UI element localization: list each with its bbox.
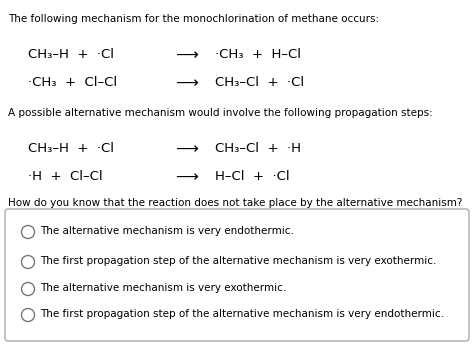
Text: ·CH₃  +  H–Cl: ·CH₃ + H–Cl (215, 48, 301, 61)
Text: The first propagation step of the alternative mechanism is very exothermic.: The first propagation step of the altern… (40, 256, 437, 266)
Text: ·H  +  Cl–Cl: ·H + Cl–Cl (28, 170, 103, 183)
Text: ·CH₃  +  Cl–Cl: ·CH₃ + Cl–Cl (28, 76, 117, 89)
Text: The first propagation step of the alternative mechanism is very endothermic.: The first propagation step of the altern… (40, 309, 445, 319)
Text: H–Cl  +  ·Cl: H–Cl + ·Cl (215, 170, 290, 183)
Text: CH₃–H  +  ·Cl: CH₃–H + ·Cl (28, 48, 114, 61)
Text: CH₃–Cl  +  ·Cl: CH₃–Cl + ·Cl (215, 76, 304, 89)
Text: ⟶: ⟶ (175, 76, 198, 91)
FancyBboxPatch shape (5, 209, 469, 341)
Text: The following mechanism for the monochlorination of methane occurs:: The following mechanism for the monochlo… (8, 14, 379, 24)
Text: A possible alternative mechanism would involve the following propagation steps:: A possible alternative mechanism would i… (8, 108, 433, 118)
Text: CH₃–Cl  +  ·H: CH₃–Cl + ·H (215, 142, 301, 155)
Text: How do you know that the reaction does not take place by the alternative mechani: How do you know that the reaction does n… (8, 198, 462, 208)
Text: The alternative mechanism is very exothermic.: The alternative mechanism is very exothe… (40, 283, 287, 293)
Text: CH₃–H  +  ·Cl: CH₃–H + ·Cl (28, 142, 114, 155)
Text: ⟶: ⟶ (175, 48, 198, 63)
Text: The alternative mechanism is very endothermic.: The alternative mechanism is very endoth… (40, 226, 294, 236)
Text: ⟶: ⟶ (175, 170, 198, 185)
Text: ⟶: ⟶ (175, 142, 198, 157)
